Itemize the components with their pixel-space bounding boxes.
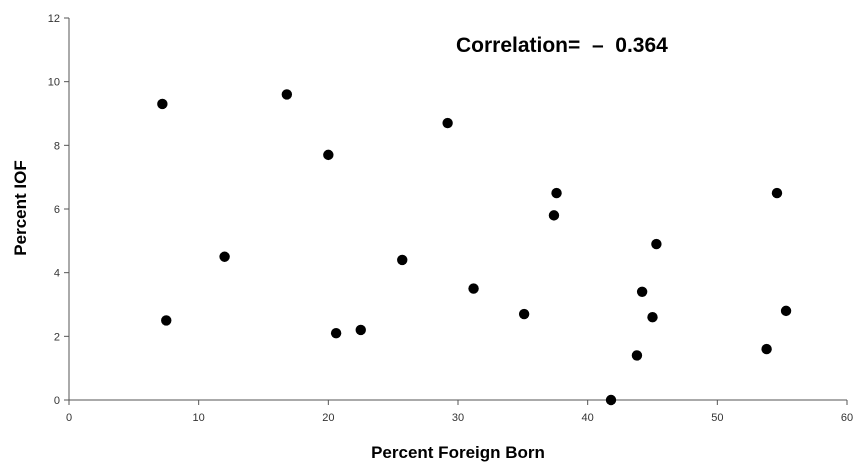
data-point bbox=[518, 308, 530, 320]
data-point bbox=[442, 117, 453, 129]
data-point bbox=[397, 254, 408, 266]
y-axis-ticks: 0 2 4 6 8 10 12 bbox=[48, 13, 69, 407]
y-tick-label: 2 bbox=[54, 331, 60, 343]
y-tick-label: 8 bbox=[54, 140, 60, 152]
data-point bbox=[761, 343, 772, 355]
x-tick-label: 40 bbox=[582, 412, 594, 424]
data-point bbox=[551, 187, 562, 199]
data-point bbox=[323, 149, 334, 161]
x-tick-label: 50 bbox=[711, 412, 723, 424]
data-point bbox=[771, 187, 783, 199]
data-point bbox=[647, 312, 658, 323]
x-tick-label: 10 bbox=[193, 412, 205, 424]
data-point bbox=[631, 350, 643, 361]
data-point bbox=[651, 238, 662, 250]
x-tick-label: 60 bbox=[841, 412, 853, 424]
y-tick-label: 4 bbox=[54, 268, 60, 280]
data-points bbox=[157, 89, 792, 406]
x-tick-label: 20 bbox=[322, 412, 334, 424]
x-tick-label: 30 bbox=[452, 412, 464, 424]
data-point bbox=[330, 327, 342, 339]
correlation-annotation: Correlation= – 0.364 bbox=[456, 34, 668, 57]
data-point bbox=[219, 251, 230, 262]
y-axis-title: Percent IOF bbox=[11, 160, 30, 255]
x-axis-title: Percent Foreign Born bbox=[371, 443, 545, 462]
data-point bbox=[157, 98, 168, 110]
data-point bbox=[281, 89, 293, 100]
y-tick-label: 12 bbox=[48, 13, 60, 25]
x-axis-ticks: 0 10 20 30 40 50 60 bbox=[66, 400, 853, 424]
data-point bbox=[355, 324, 366, 336]
y-tick-label: 0 bbox=[54, 395, 60, 407]
x-tick-label: 0 bbox=[66, 412, 72, 424]
data-point bbox=[636, 286, 648, 297]
data-point bbox=[161, 315, 172, 326]
data-point bbox=[780, 305, 792, 317]
data-point bbox=[605, 394, 617, 406]
y-tick-label: 10 bbox=[48, 77, 60, 89]
data-point bbox=[548, 210, 560, 221]
y-tick-label: 6 bbox=[54, 204, 60, 216]
data-point bbox=[468, 283, 479, 294]
